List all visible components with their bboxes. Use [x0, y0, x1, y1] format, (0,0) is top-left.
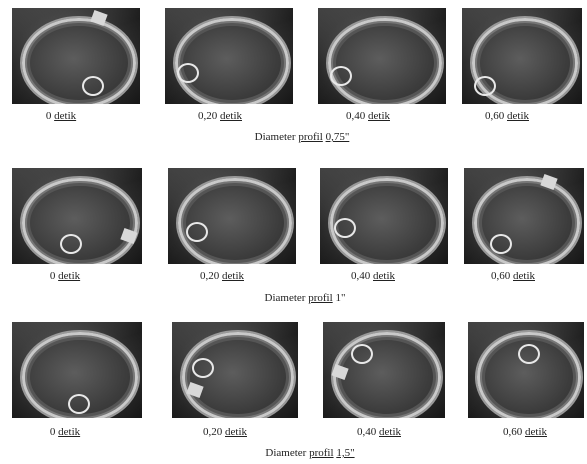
petri-dish: [22, 17, 136, 104]
petri-dish: [473, 177, 581, 264]
petri-dish: [332, 331, 442, 418]
caption-row2-frame2: 0,20 detik: [200, 270, 244, 282]
caption-row1-frame2: 0,20 detik: [198, 110, 242, 122]
photo-row3-frame2: [172, 322, 298, 418]
caption-row3-frame1: 0 detik: [49, 426, 81, 438]
row1-title: Diameter profil 0,75": [254, 131, 350, 143]
tracking-circle: [68, 394, 90, 414]
photo-row3-frame4: [468, 322, 584, 418]
photo-row3-frame1: [12, 322, 142, 418]
caption-row2-frame1: 0 detik: [49, 270, 81, 282]
photo-row1-frame2: [165, 8, 293, 104]
caption-row2-frame3: 0,40 detik: [351, 270, 395, 282]
tracking-circle: [351, 344, 373, 364]
photo-row1-frame3: [318, 8, 446, 104]
caption-row3-frame4: 0,60 detik: [503, 426, 547, 438]
tracking-circle: [82, 76, 104, 96]
tracking-circle: [192, 358, 214, 378]
caption-row3-frame3: 0,40 detik: [357, 426, 401, 438]
caption-row1-frame4: 0,60 detik: [485, 110, 529, 122]
photo-row1-frame4: [462, 8, 582, 104]
caption-row1-frame1: 0 detik: [45, 110, 77, 122]
tracking-circle: [518, 344, 540, 364]
caption-row2-frame4: 0,60 detik: [491, 270, 535, 282]
photo-row2-frame4: [464, 168, 584, 264]
photo-row2-frame2: [168, 168, 296, 264]
photo-row2-frame3: [320, 168, 448, 264]
tracking-circle: [186, 222, 208, 242]
tracking-circle: [490, 234, 512, 254]
row3-title: Diameter profil 1,5": [265, 447, 355, 459]
photo-row2-frame1: [12, 168, 142, 264]
caption-row1-frame3: 0,40 detik: [346, 110, 390, 122]
tracking-circle: [177, 63, 199, 83]
petri-dish: [175, 17, 289, 104]
photo-row3-frame3: [323, 322, 445, 418]
petri-dish: [178, 177, 292, 264]
petri-dish: [328, 17, 442, 104]
tracking-circle: [334, 218, 356, 238]
photo-row1-frame1: [12, 8, 140, 104]
petri-dish: [22, 177, 138, 264]
tracking-circle: [330, 66, 352, 86]
tracking-circle: [474, 76, 496, 96]
caption-row3-frame2: 0,20 detik: [203, 426, 247, 438]
row2-title: Diameter profil 1": [264, 292, 346, 304]
tracking-circle: [60, 234, 82, 254]
